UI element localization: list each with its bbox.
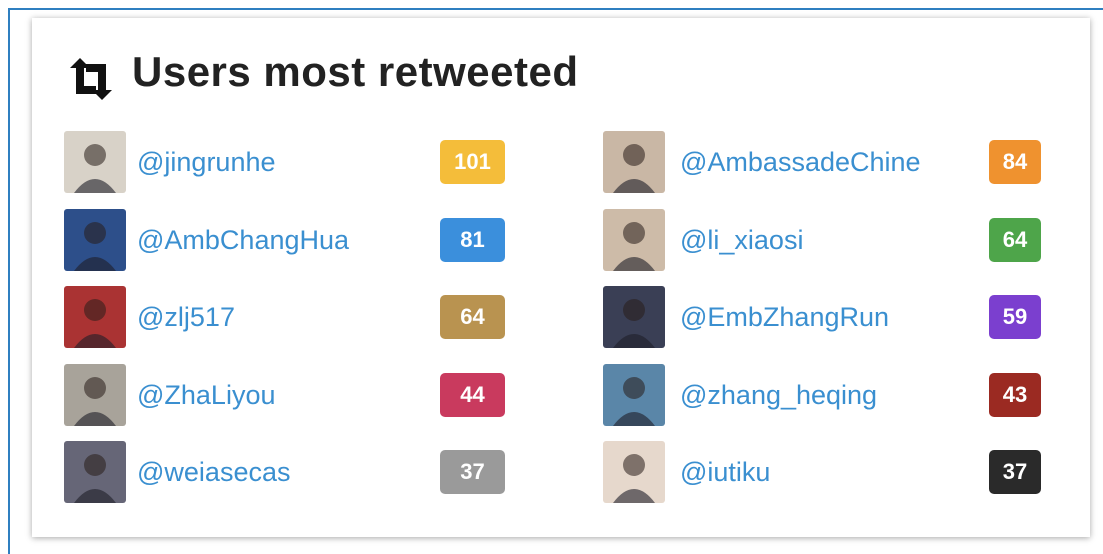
- user-handle[interactable]: @zlj517: [137, 286, 235, 348]
- avatar[interactable]: [603, 286, 665, 348]
- title: Users most retweeted: [132, 48, 579, 96]
- avatar[interactable]: [64, 441, 126, 503]
- user-handle[interactable]: @jingrunhe: [137, 131, 276, 193]
- avatar[interactable]: [64, 131, 126, 193]
- retweet-icon: [66, 56, 116, 102]
- user-handle[interactable]: @AmbChangHua: [137, 209, 349, 271]
- user-handle[interactable]: @weiasecas: [137, 441, 290, 503]
- user-handle[interactable]: @zhang_heqing: [680, 364, 877, 426]
- avatar[interactable]: [64, 286, 126, 348]
- user-handle[interactable]: @iutiku: [680, 441, 770, 503]
- count-badge: 43: [989, 373, 1041, 417]
- avatar[interactable]: [64, 364, 126, 426]
- avatar[interactable]: [603, 441, 665, 503]
- count-badge: 59: [989, 295, 1041, 339]
- avatar[interactable]: [603, 209, 665, 271]
- avatar[interactable]: [603, 131, 665, 193]
- count-badge: 44: [440, 373, 505, 417]
- count-badge: 84: [989, 140, 1041, 184]
- user-handle[interactable]: @li_xiaosi: [680, 209, 803, 271]
- avatar[interactable]: [603, 364, 665, 426]
- count-badge: 81: [440, 218, 505, 262]
- avatar[interactable]: [64, 209, 126, 271]
- user-handle[interactable]: @ZhaLiyou: [137, 364, 275, 426]
- count-badge: 37: [440, 450, 505, 494]
- user-handle[interactable]: @EmbZhangRun: [680, 286, 889, 348]
- count-badge: 64: [440, 295, 505, 339]
- count-badge: 64: [989, 218, 1041, 262]
- widget-card: Users most retweeted @jingrunhe 101 @Ambas…: [32, 18, 1090, 537]
- count-badge: 101: [440, 140, 505, 184]
- count-badge: 37: [989, 450, 1041, 494]
- user-handle[interactable]: @AmbassadeChine: [680, 131, 921, 193]
